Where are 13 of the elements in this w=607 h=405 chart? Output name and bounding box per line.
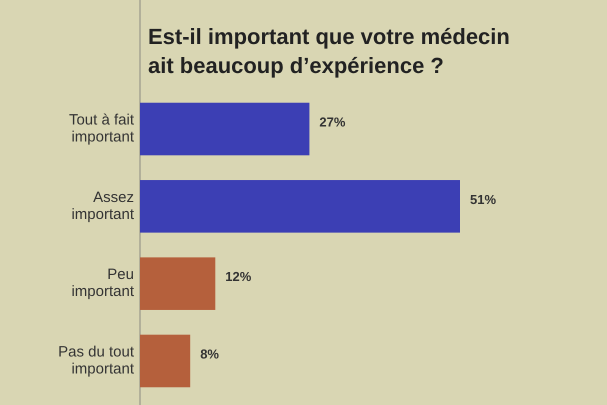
- data-label: 12%: [225, 269, 252, 284]
- bar: [140, 180, 460, 233]
- bar: [140, 334, 190, 388]
- data-label: 27%: [319, 114, 346, 130]
- y-tick-label: Assez important: [71, 188, 135, 223]
- y-tick-label: Tout à fait important: [68, 111, 135, 146]
- bar: [140, 257, 216, 310]
- y-tick-label: Pas du tout important: [58, 343, 135, 378]
- chart-title: Est-il important que votre médecin ait beaucoup d’expérience ?: [148, 24, 510, 78]
- bar: [140, 102, 310, 156]
- data-label: 51%: [470, 192, 496, 207]
- data-label: 8%: [200, 346, 220, 362]
- y-tick-label: Peu important: [71, 266, 135, 300]
